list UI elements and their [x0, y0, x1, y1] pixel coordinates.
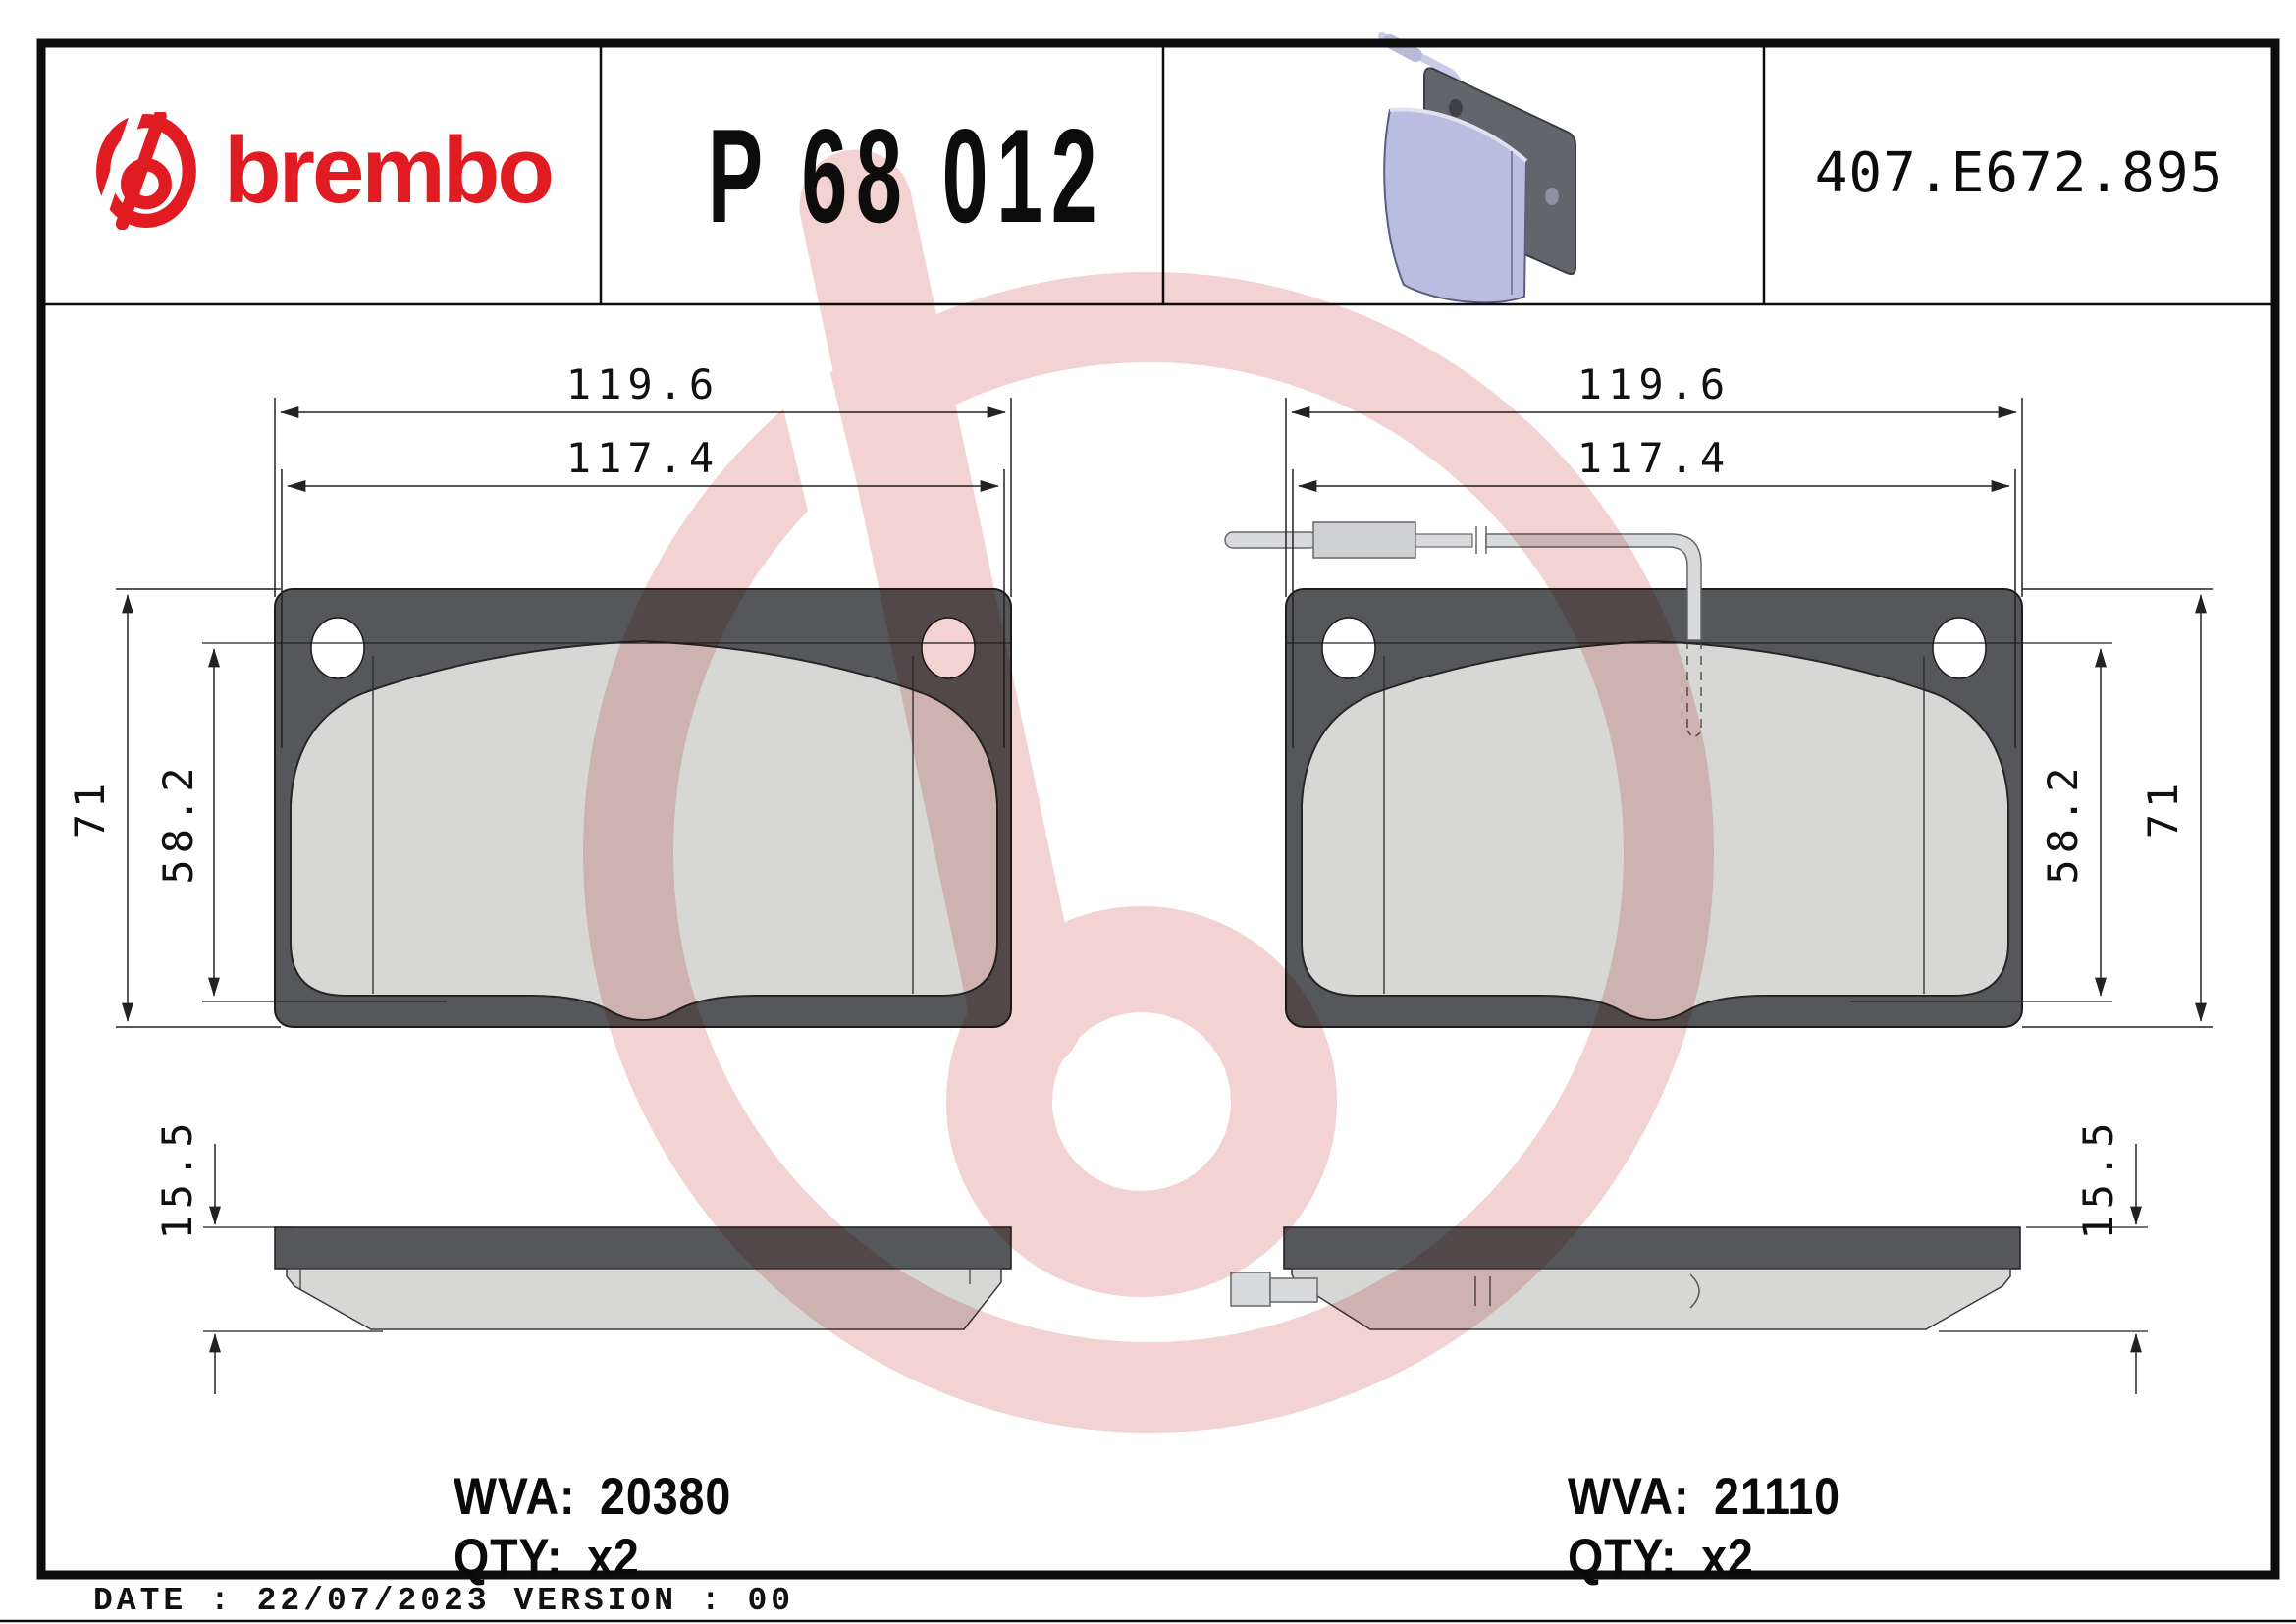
right-qty-row: QTY: x2 — [1568, 1532, 1841, 1584]
pad-3d-hole-top — [1449, 99, 1463, 117]
left-wva-value: 20380 — [600, 1468, 732, 1526]
catalog-code: 407.E672.895 — [1814, 141, 2224, 205]
right-wva-block: WVA: 21110 QTY: x2 — [1568, 1471, 1841, 1593]
left-dim-height-inner: 58.2 — [154, 761, 202, 884]
side-sensor-hole-arc — [1689, 1273, 1700, 1309]
right-side-backplate — [1283, 1226, 2021, 1270]
right-dim-height-inner: 58.2 — [2039, 761, 2087, 884]
side-sensor-connector-outer — [1230, 1272, 1271, 1307]
left-qty-label: QTY: — [454, 1529, 563, 1587]
right-wva-value: 21110 — [1714, 1468, 1842, 1526]
right-wva-row: WVA: 21110 — [1568, 1471, 1841, 1523]
right-dim-thickness: 15.5 — [2074, 1116, 2122, 1239]
right-hole-right — [1932, 617, 1987, 679]
right-qty-value: x2 — [1701, 1529, 1754, 1587]
pad-3d-image — [1378, 32, 1576, 304]
wear-sensor — [1224, 521, 1702, 737]
right-dim-width-inner: 117.4 — [1577, 434, 1731, 482]
left-wva-row: WVA: 20380 — [454, 1471, 731, 1523]
left-wva-label: WVA: — [454, 1468, 576, 1526]
left-wva-block: WVA: 20380 QTY: x2 — [454, 1471, 731, 1593]
footer-date-version: DATE : 22/07/2023 VERSION : 00 — [93, 1583, 795, 1619]
wear-sensor-connector-body — [1312, 521, 1416, 559]
left-dim-width-inner: 117.4 — [566, 434, 720, 482]
brembo-circle-b-icon — [94, 112, 196, 230]
right-hole-left — [1321, 617, 1376, 679]
wear-sensor-tip — [1224, 531, 1318, 549]
left-hole-left — [310, 617, 365, 679]
wear-sensor-wire-segment — [1415, 533, 1473, 548]
brembo-watermark-icon — [583, 149, 1714, 1433]
left-dim-height-outer: 71 — [66, 778, 114, 839]
left-qty-value: x2 — [587, 1529, 640, 1587]
pad-3d-friction-highlight — [1389, 107, 1528, 163]
left-dim-thickness: 15.5 — [153, 1116, 201, 1239]
left-side-backplate — [274, 1226, 1012, 1270]
right-dim-width-outer: 119.6 — [1577, 360, 1731, 408]
brand-wordmark: brembo — [224, 118, 555, 223]
pad-3d-hole-bottom — [1545, 188, 1559, 205]
right-qty-label: QTY: — [1568, 1529, 1678, 1587]
brembo-logo: brembo — [94, 110, 555, 232]
side-sensor-connector-inner — [1269, 1277, 1318, 1303]
frame-borders — [0, 38, 2296, 1623]
part-number: P 68 012 — [707, 101, 1106, 250]
right-wva-label: WVA: — [1568, 1468, 1690, 1526]
left-qty-row: QTY: x2 — [454, 1532, 731, 1584]
left-dim-width-outer: 119.6 — [566, 360, 720, 408]
right-dim-height-outer: 71 — [2139, 778, 2187, 839]
